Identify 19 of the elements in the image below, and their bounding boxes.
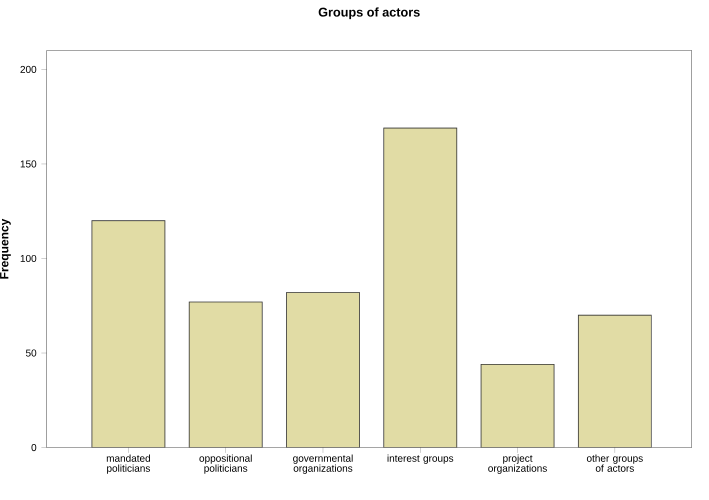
y-tick-label: 0 bbox=[31, 444, 36, 452]
x-tick-label: mandated politicians bbox=[106, 454, 150, 474]
x-tick-label: oppositional politicians bbox=[199, 454, 252, 474]
bar bbox=[286, 292, 360, 448]
bar bbox=[383, 128, 458, 448]
bar bbox=[480, 364, 554, 448]
bar bbox=[188, 302, 263, 448]
chart-title: Groups of actors bbox=[318, 7, 420, 20]
x-tick-label: project organizations bbox=[488, 454, 547, 474]
x-tick-label: interest groups bbox=[388, 454, 454, 464]
bar bbox=[92, 220, 166, 448]
bar bbox=[578, 314, 652, 448]
y-axis-title: Frequency bbox=[0, 218, 11, 279]
x-tick-label: governmental organizations bbox=[293, 454, 353, 474]
y-tick-label: 200 bbox=[20, 66, 36, 73]
x-tick-label: other groups of actors bbox=[586, 454, 643, 472]
y-tick-label: 100 bbox=[20, 254, 36, 262]
y-tick-label: 50 bbox=[26, 349, 36, 357]
y-tick-label: 150 bbox=[20, 160, 36, 168]
